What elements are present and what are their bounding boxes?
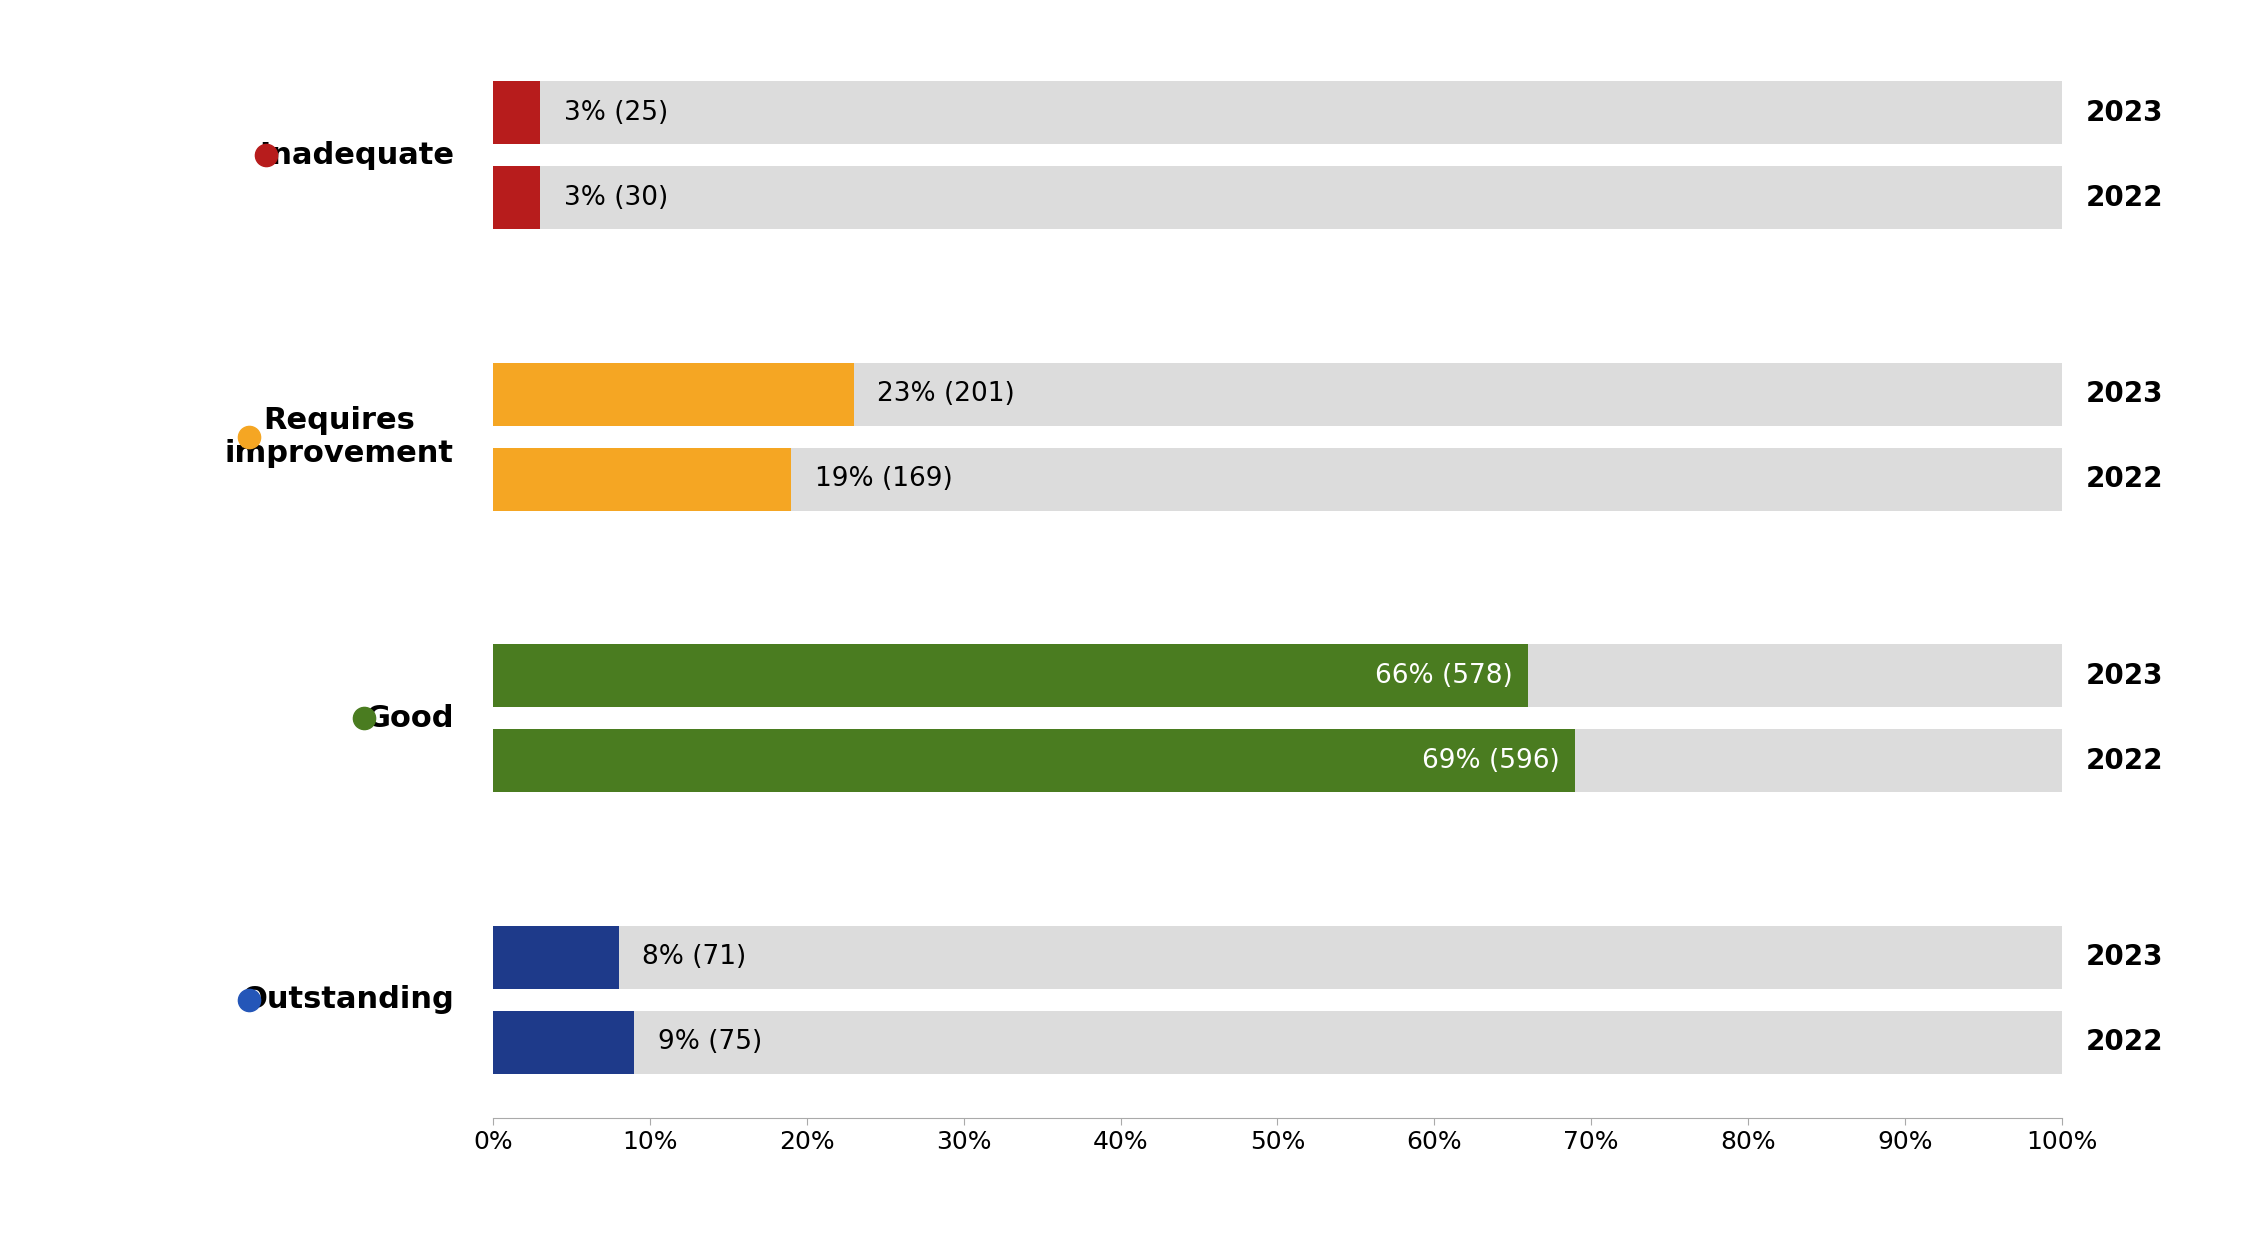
Text: 2022: 2022 — [2084, 1028, 2163, 1056]
Bar — [493, 166, 540, 230]
Bar — [493, 363, 2062, 426]
Text: 2023: 2023 — [2084, 99, 2163, 127]
Text: 66% (578): 66% (578) — [1376, 663, 1513, 689]
Text: 2022: 2022 — [2084, 466, 2163, 493]
Bar — [493, 1011, 2062, 1073]
Bar — [493, 645, 2062, 708]
Bar — [493, 729, 1575, 792]
Bar — [493, 82, 2062, 144]
Text: 3% (30): 3% (30) — [565, 185, 668, 211]
Text: 9% (75): 9% (75) — [659, 1030, 762, 1056]
Bar — [493, 447, 791, 510]
Bar — [493, 82, 540, 144]
Text: 2023: 2023 — [2084, 380, 2163, 409]
Text: 69% (596): 69% (596) — [1423, 748, 1560, 774]
Text: 2023: 2023 — [2084, 943, 2163, 971]
Text: 8% (71): 8% (71) — [643, 944, 746, 970]
Bar — [493, 363, 854, 426]
Bar — [493, 925, 2062, 989]
Text: Requires
improvement: Requires improvement — [224, 406, 453, 468]
Text: 19% (169): 19% (169) — [816, 466, 952, 492]
Bar — [493, 1011, 634, 1073]
Text: Good: Good — [365, 704, 453, 733]
Bar — [493, 645, 1528, 708]
Text: 2022: 2022 — [2084, 746, 2163, 775]
Text: 2022: 2022 — [2084, 184, 2163, 212]
Text: 3% (25): 3% (25) — [565, 99, 668, 125]
Text: Outstanding: Outstanding — [242, 985, 453, 1015]
Text: Inadequate: Inadequate — [258, 140, 453, 170]
Text: 2023: 2023 — [2084, 662, 2163, 689]
Bar — [493, 925, 619, 989]
Bar — [493, 166, 2062, 230]
Text: 23% (201): 23% (201) — [876, 381, 1015, 407]
Bar — [493, 447, 2062, 510]
Bar — [493, 729, 2062, 792]
